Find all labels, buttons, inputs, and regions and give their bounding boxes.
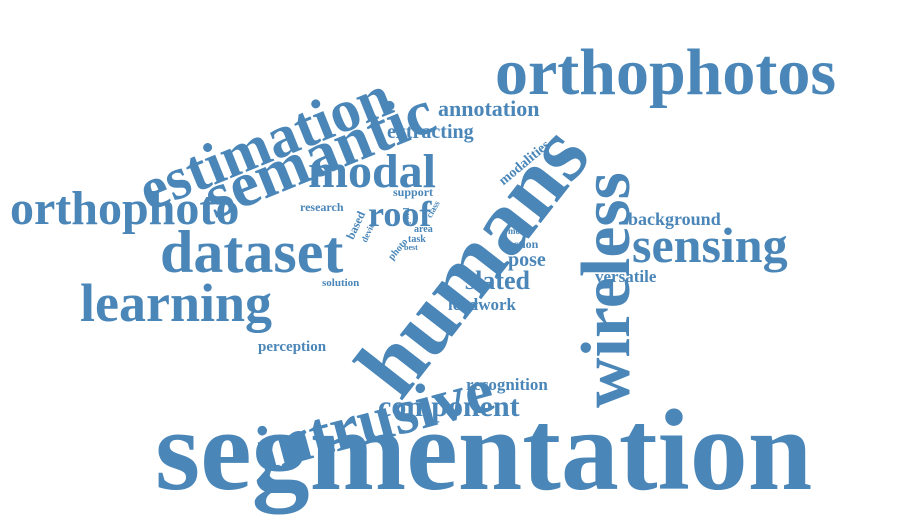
word-research: research xyxy=(300,200,344,214)
word-extracting: extracting xyxy=(387,121,474,143)
word-area: area xyxy=(414,224,433,235)
word-orthophoto: orthophoto xyxy=(10,182,240,235)
word-segmentation: segmentation xyxy=(155,387,813,515)
word-annotation: annotation xyxy=(438,96,540,121)
word-sensing: sensing xyxy=(632,217,788,273)
word-solution: solution xyxy=(322,277,360,289)
word-model: model xyxy=(508,226,532,236)
word-wireless: wireless xyxy=(568,172,645,408)
word-recognition: recognition xyxy=(466,375,548,394)
word-dataset: dataset xyxy=(160,219,344,285)
word-action: action xyxy=(507,237,539,251)
word-background: background xyxy=(628,209,721,229)
word-best: best xyxy=(404,243,418,252)
word-orthophotos: orthophotos xyxy=(495,36,837,109)
word-modal: modal xyxy=(308,145,437,198)
word-pixel: pixel xyxy=(402,207,411,224)
word-component: component xyxy=(378,390,520,423)
word-task: task xyxy=(408,234,426,245)
word-slated: slated xyxy=(465,266,530,295)
word-learning: learning xyxy=(80,273,273,333)
word-support: support xyxy=(393,185,434,199)
word-leadwork: leadwork xyxy=(448,295,516,314)
word-roof: roof xyxy=(368,194,432,234)
word-versatile: versatile xyxy=(595,267,657,286)
word-perception: perception xyxy=(258,339,327,355)
word-pose: pose xyxy=(508,249,546,271)
